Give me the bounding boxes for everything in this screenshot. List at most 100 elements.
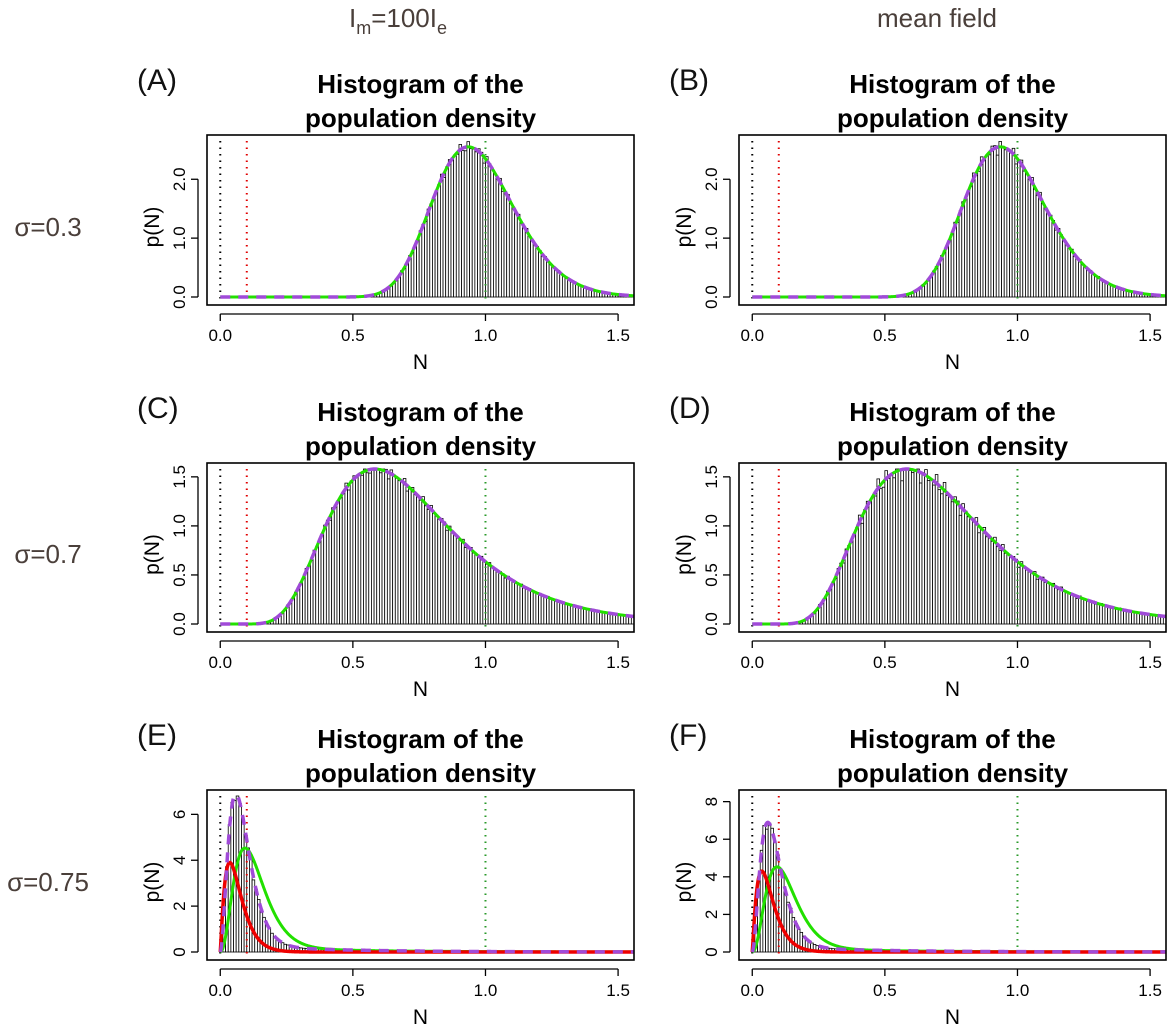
red-fit-curve: [218, 860, 634, 954]
y-axis-label: p(N): [673, 207, 696, 248]
histogram-bar: [1086, 599, 1090, 625]
histogram-bar: [432, 512, 436, 625]
y-tick-label: 2: [702, 910, 721, 919]
x-tick-label: 0.5: [873, 326, 897, 345]
panel-letter: (D): [669, 392, 711, 425]
histogram-bar: [1048, 214, 1053, 298]
x-tick-label: 0.0: [740, 653, 764, 672]
panel-title-line-1: Histogram of the: [317, 397, 524, 427]
y-axis-label: p(N): [141, 207, 164, 248]
plot-frame: [738, 462, 1167, 633]
histogram-bar: [852, 535, 857, 625]
x-tick-label: 0.5: [341, 981, 365, 1000]
panel-letter: (B): [669, 64, 709, 97]
plot-frame: [206, 134, 635, 306]
histogram-bar: [1133, 612, 1138, 625]
panel-title-line-1: Histogram of the: [849, 69, 1056, 99]
histogram-bar: [577, 606, 582, 625]
y-tick-label: 1.5: [170, 465, 189, 489]
histogram-bar: [479, 555, 484, 625]
histogram-bar: [371, 468, 375, 625]
x-tick-label: 1.0: [474, 653, 498, 672]
panel-E: 0.0 0.5 1.0 1.5 N 0 2 4 6 p(N) (E) Histogram of the…: [137, 719, 635, 1029]
x-tick-label: 0.0: [208, 653, 232, 672]
histogram-bar: [381, 468, 386, 625]
x-tick-label: 1.5: [1138, 981, 1162, 1000]
x-tick-label: 0.5: [341, 326, 365, 345]
y-tick-label: 4: [170, 856, 189, 865]
purple-dashed-curve: [218, 794, 634, 954]
histogram-bar: [394, 477, 399, 625]
histogram-bar: [320, 535, 325, 625]
histogram-bar: [588, 609, 592, 625]
y-axis-label: p(N): [141, 862, 164, 903]
y-axis-label: p(N): [141, 534, 164, 575]
histogram-bar: [503, 191, 508, 298]
y-tick-label: 8: [702, 797, 721, 806]
histogram-bar: [466, 141, 470, 298]
panel-letter: (F): [669, 719, 707, 752]
y-axis-label: p(N): [673, 534, 696, 575]
green-fit-curve: [219, 846, 634, 954]
histogram-bar: [865, 500, 870, 625]
plot-frame: [206, 462, 635, 633]
x-tick-label: 0.0: [740, 326, 764, 345]
x-axis-label: N: [413, 1006, 428, 1029]
x-tick-label: 1.0: [474, 326, 498, 345]
histogram-bar: [1086, 268, 1090, 298]
histogram-bar: [1072, 594, 1077, 625]
x-tick-label: 0.5: [873, 981, 897, 1000]
histogram-bar: [466, 546, 470, 625]
panel-letter: (C): [137, 392, 179, 425]
histogram-bar: [1025, 172, 1029, 298]
histogram-bar: [1096, 603, 1101, 625]
purple-dashed-curve: [752, 145, 1167, 299]
row-label-sigma-3: σ=0.75: [7, 867, 89, 897]
histogram-bar: [503, 577, 508, 625]
column-title-right: mean field: [877, 3, 997, 33]
panel-F: 0.0 0.5 1.0 1.5 N 0 2 4 6 8 p(N) (F) Histogram of th…: [669, 719, 1167, 1029]
x-tick-label: 1.5: [1138, 326, 1162, 345]
x-tick-label: 1.0: [1006, 653, 1030, 672]
histogram-bar: [828, 587, 833, 625]
histogram-bar: [950, 501, 955, 625]
panel-B: 0.0 0.5 1.0 1.5 N 0.0 1.0 2.0 p(N) (B) Histogram o…: [669, 64, 1167, 374]
x-tick-label: 1.5: [1138, 653, 1162, 672]
panel-title-line-2: population density: [305, 758, 537, 788]
histogram-bar: [950, 231, 955, 298]
y-tick-label: 0.0: [702, 612, 721, 636]
histogram-bar: [432, 197, 436, 298]
histogram-bar: [998, 141, 1002, 298]
row-label-sigma-1: σ=0.3: [14, 212, 81, 242]
histogram-bar: [987, 154, 992, 298]
x-tick-label: 0.0: [740, 981, 764, 1000]
panel-title-line-1: Histogram of the: [317, 69, 524, 99]
panel-title-line-2: population density: [305, 103, 537, 133]
y-tick-label: 2.0: [702, 167, 721, 191]
y-tick-label: 0.5: [702, 563, 721, 587]
histogram-bar: [357, 474, 362, 625]
x-axis-label: N: [945, 678, 960, 701]
y-tick-label: 1.0: [170, 514, 189, 538]
purple-dashed-curve: [220, 467, 635, 626]
histogram-bar: [442, 521, 447, 625]
panel-title-line-2: population density: [305, 431, 537, 461]
panel-title-line-1: Histogram of the: [317, 724, 524, 754]
histogram-bar: [876, 478, 880, 625]
histogram-bar: [1011, 556, 1016, 625]
y-tick-label: 2.0: [170, 167, 189, 191]
row-label-sigma-2: σ=0.7: [14, 539, 81, 569]
panel-title-line-2: population density: [837, 103, 1069, 133]
panel-letter: (E): [137, 719, 177, 752]
green-fit-curve: [751, 865, 1166, 954]
histogram-bar: [516, 213, 521, 298]
y-tick-label: 4: [702, 872, 721, 881]
panel-A: 0.0 0.5 1.0 1.5 N 0.0 1.0 2.0 p(N) (A) Histogram o…: [137, 64, 635, 374]
y-tick-label: 1.0: [702, 514, 721, 538]
y-tick-label: 6: [170, 810, 189, 819]
x-tick-label: 1.0: [1006, 326, 1030, 345]
histogram-bar: [405, 490, 409, 625]
histogram-bar: [974, 174, 979, 298]
histogram-bar: [1120, 609, 1124, 625]
